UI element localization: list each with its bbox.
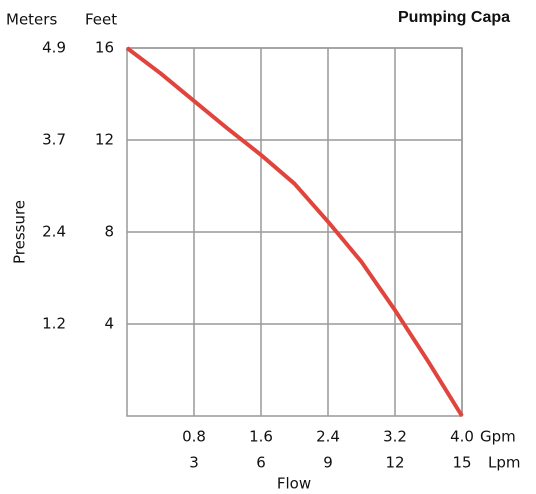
y2-tick-label: 3.7 bbox=[42, 131, 66, 149]
x-tick-label: 1.6 bbox=[249, 428, 273, 446]
x-tick-label: 0.8 bbox=[182, 428, 206, 446]
x-tick-label: 4.0 bbox=[450, 428, 474, 446]
y-axis-title: Pressure bbox=[11, 200, 29, 264]
x-tick-label: 3.2 bbox=[383, 428, 407, 446]
x2-tick-label: 15 bbox=[452, 454, 471, 472]
x-axis-title: Flow bbox=[277, 475, 311, 493]
y2-tick-label: 2.4 bbox=[42, 223, 66, 241]
y-tick-label: 12 bbox=[95, 131, 114, 149]
x2-tick-label: 9 bbox=[323, 454, 333, 472]
y2-tick-label: 1.2 bbox=[42, 315, 66, 333]
x2-tick-label: 3 bbox=[189, 454, 199, 472]
y-tick-label: 4 bbox=[104, 315, 114, 333]
y-unit: Feet bbox=[85, 11, 117, 29]
x2-tick-label: 6 bbox=[256, 454, 266, 472]
y2-unit: Meters bbox=[6, 11, 57, 29]
chart-title: Pumping Capa bbox=[398, 9, 510, 26]
x-unit: Gpm bbox=[480, 428, 516, 446]
curve bbox=[125, 46, 464, 418]
y2-tick-label: 4.9 bbox=[42, 39, 66, 57]
y-tick-label: 16 bbox=[95, 39, 114, 57]
x2-unit: Lpm bbox=[488, 454, 521, 472]
x-tick-label: 2.4 bbox=[316, 428, 340, 446]
y-tick-label: 8 bbox=[104, 223, 114, 241]
x2-tick-label: 12 bbox=[385, 454, 404, 472]
